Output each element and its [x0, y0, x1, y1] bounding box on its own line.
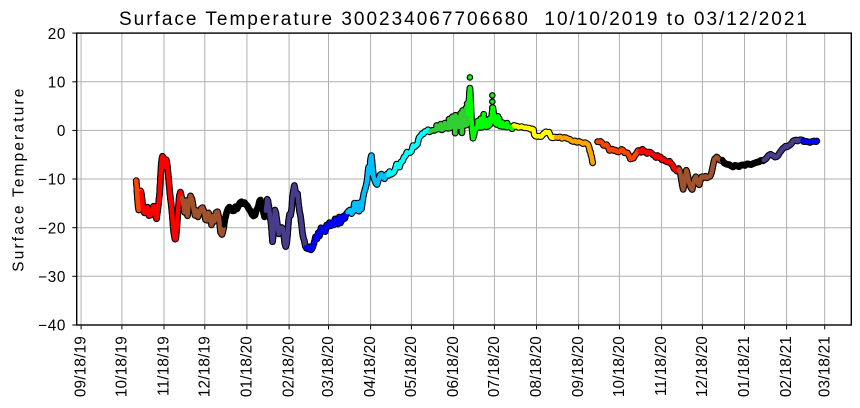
svg-text:−10: −10 [38, 172, 66, 189]
svg-text:01/18/20: 01/18/20 [239, 336, 256, 397]
svg-text:−20: −20 [38, 220, 66, 237]
svg-text:02/18/21: 02/18/21 [778, 336, 795, 397]
svg-text:10: 10 [48, 75, 66, 92]
svg-text:Surface Temperature 3002340677: Surface Temperature 300234067706680 10/1… [119, 9, 809, 30]
svg-text:11/18/19: 11/18/19 [156, 336, 173, 396]
svg-text:−40: −40 [38, 318, 66, 335]
svg-text:12/18/19: 12/18/19 [196, 336, 213, 397]
svg-text:08/18/20: 08/18/20 [528, 336, 545, 397]
svg-text:04/18/20: 04/18/20 [362, 336, 379, 397]
svg-text:10/18/20: 10/18/20 [611, 336, 628, 397]
svg-text:05/18/20: 05/18/20 [403, 336, 420, 397]
svg-text:03/18/21: 03/18/21 [816, 336, 833, 397]
svg-text:09/18/20: 09/18/20 [570, 336, 587, 397]
svg-text:0: 0 [57, 123, 66, 140]
svg-text:09/18/19: 09/18/19 [73, 336, 90, 397]
svg-text:20: 20 [48, 26, 66, 43]
svg-text:12/18/20: 12/18/20 [694, 336, 711, 397]
svg-text:06/18/20: 06/18/20 [445, 336, 462, 397]
svg-text:Surface Temperature: Surface Temperature [11, 86, 28, 271]
svg-text:11/18/20: 11/18/20 [653, 336, 670, 396]
svg-text:−30: −30 [38, 269, 66, 286]
svg-text:10/18/19: 10/18/19 [114, 336, 131, 397]
svg-text:01/18/21: 01/18/21 [736, 336, 753, 397]
svg-text:07/18/20: 07/18/20 [486, 336, 503, 397]
svg-text:02/18/20: 02/18/20 [281, 336, 298, 397]
svg-text:03/18/20: 03/18/20 [320, 336, 337, 397]
